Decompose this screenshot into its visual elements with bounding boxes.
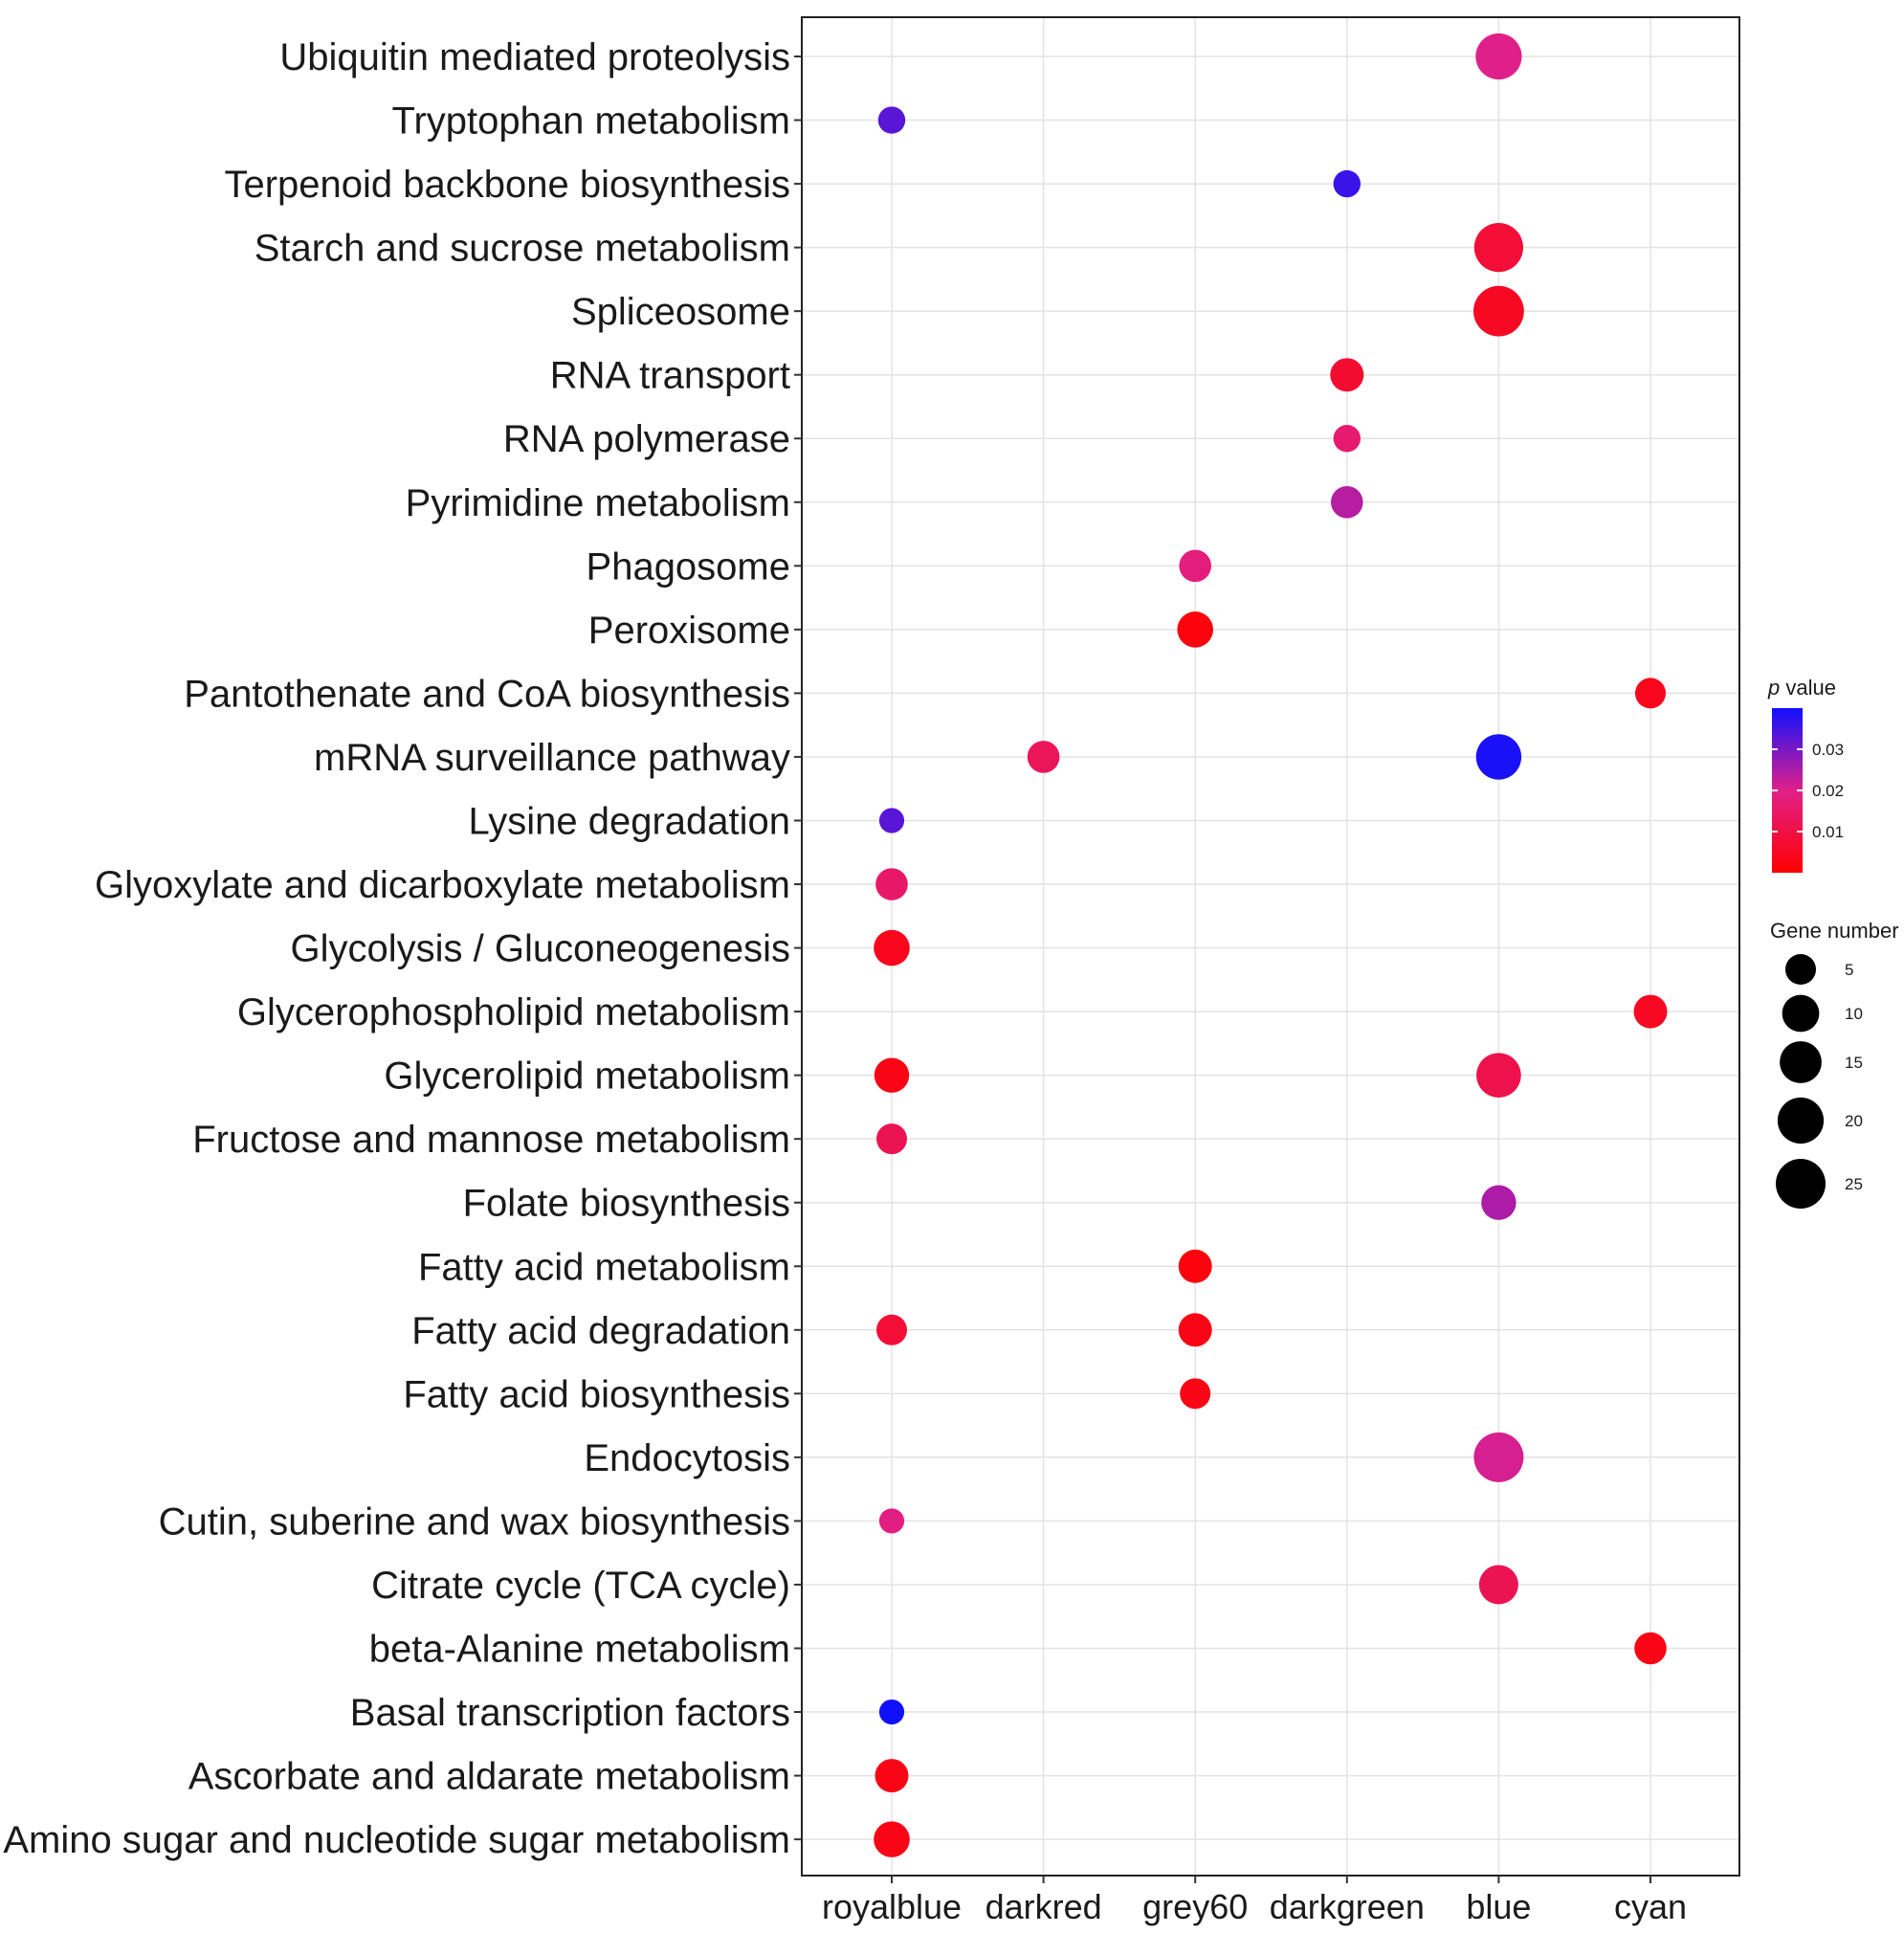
point-terpenoid-backbone-biosynthesis-darkgreen: [1333, 169, 1362, 198]
p-value-legend: p value 0.03 0.02 0.01: [1767, 676, 1844, 873]
point-mrna-surveillance-pathway-blue: [1475, 734, 1522, 780]
x-axis: royalblue darkred grey60 darkgreen blue cyan: [822, 1876, 1687, 1926]
y-tick-label: Pantothenate and CoA biosynthesis: [184, 673, 790, 715]
point-fatty-acid-biosynthesis-grey60: [1180, 1378, 1211, 1410]
x-tick-label: cyan: [1614, 1887, 1687, 1926]
y-tick-label: Fatty acid metabolism: [418, 1246, 790, 1288]
point-endocytosis-blue: [1473, 1432, 1524, 1482]
point-fatty-acid-degradation-royalblue: [876, 1314, 907, 1345]
x-tick-label: royalblue: [822, 1887, 962, 1926]
gene-number-legend: Gene number 5 10 15 20 25: [1770, 919, 1899, 1209]
y-tick-label: Glycerophospholipid metabolism: [237, 991, 790, 1033]
y-tick-label: Ubiquitin mediated proteolysis: [279, 36, 790, 78]
size-legend-key: [1782, 994, 1820, 1033]
y-tick-label: Cutin, suberine and wax biosynthesis: [159, 1500, 790, 1543]
point-glycerolipid-metabolism-blue: [1476, 1053, 1521, 1098]
y-tick-label: Peroxisome: [588, 610, 790, 652]
y-tick-label: Fatty acid degradation: [411, 1310, 790, 1352]
size-legend-key: [1785, 954, 1816, 985]
y-tick-label: Tryptophan metabolism: [392, 100, 790, 143]
y-tick-label: RNA polymerase: [503, 418, 790, 460]
point-rna-transport-darkgreen: [1330, 358, 1364, 392]
y-tick-label: Fructose and mannose metabolism: [192, 1119, 790, 1161]
x-tick-label: darkred: [985, 1887, 1102, 1926]
point-pantothenate-and-coa-biosynthesis-cyan: [1635, 678, 1666, 709]
size-legend-label: 20: [1845, 1112, 1863, 1130]
x-tick-label: blue: [1466, 1887, 1531, 1926]
y-tick-label: Fatty acid biosynthesis: [403, 1373, 790, 1415]
point-fatty-acid-degradation-grey60: [1178, 1313, 1212, 1347]
point-mrna-surveillance-pathway-darkred: [1027, 741, 1060, 773]
gene-number-legend-title: Gene number: [1770, 919, 1899, 943]
data-points: [874, 33, 1668, 1857]
size-legend-label: 25: [1845, 1175, 1863, 1193]
point-glycerolipid-metabolism-royalblue: [874, 1057, 910, 1093]
point-ascorbate-and-aldarate-metabolism-royalblue: [875, 1759, 909, 1793]
point-rna-polymerase-darkgreen: [1333, 425, 1362, 453]
y-tick-label: Pyrimidine metabolism: [406, 482, 790, 524]
p-value-legend-title-suffix: value: [1780, 676, 1836, 700]
y-tick-label: Lysine degradation: [468, 800, 790, 842]
size-legend-label: 10: [1845, 1005, 1863, 1023]
y-axis: Ubiquitin mediated proteolysis Tryptophan…: [3, 36, 802, 1861]
point-fructose-and-mannose-metabolism-royalblue: [876, 1123, 907, 1155]
gridlines: [802, 17, 1739, 1876]
p-value-legend-title: p value: [1767, 676, 1836, 700]
point-starch-and-sucrose-metabolism-blue: [1473, 223, 1523, 273]
point-basal-transcription-factors-royalblue: [878, 1699, 905, 1725]
size-legend-key: [1777, 1097, 1825, 1144]
size-legend-key: [1780, 1041, 1822, 1083]
point-amino-sugar-and-nucleotide-sugar-metabolism-royalblue: [874, 1821, 910, 1857]
point-folate-biosynthesis-blue: [1481, 1185, 1517, 1220]
point-spliceosome-blue: [1473, 285, 1524, 337]
colorbar-tick-label: 0.03: [1812, 741, 1844, 759]
point-pyrimidine-metabolism-darkgreen: [1331, 485, 1363, 519]
y-tick-label: Phagosome: [587, 545, 790, 588]
point-cutin-suberine-and-wax-biosynthesis-royalblue: [878, 1508, 905, 1534]
colorbar-tick-label: 0.02: [1812, 782, 1844, 800]
y-tick-label: beta-Alanine metabolism: [369, 1629, 790, 1671]
size-legend-label: 5: [1845, 961, 1853, 979]
y-tick-label: mRNA surveillance pathway: [314, 737, 790, 779]
y-tick-label: Citrate cycle (TCA cycle): [371, 1565, 790, 1607]
point-lysine-degradation-royalblue: [878, 808, 905, 833]
x-tick-label: grey60: [1142, 1887, 1248, 1926]
point-fatty-acid-metabolism-grey60: [1178, 1249, 1212, 1283]
point-beta-alanine-metabolism-cyan: [1634, 1632, 1667, 1665]
point-glycerophospholipid-metabolism-cyan: [1633, 994, 1668, 1029]
point-citrate-cycle-tca-cycle-blue: [1478, 1565, 1518, 1605]
y-tick-label: Glycerolipid metabolism: [384, 1055, 790, 1098]
y-tick-label: Endocytosis: [584, 1437, 790, 1479]
y-tick-label: Ascorbate and aldarate metabolism: [188, 1756, 790, 1798]
point-ubiquitin-mediated-proteolysis-blue: [1475, 33, 1522, 80]
y-tick-label: Terpenoid backbone biosynthesis: [224, 164, 790, 206]
size-legend-key: [1776, 1159, 1826, 1209]
y-tick-label: Spliceosome: [571, 291, 790, 333]
y-tick-label: Folate biosynthesis: [463, 1183, 790, 1225]
point-tryptophan-metabolism-royalblue: [877, 106, 906, 134]
point-glyoxylate-and-dicarboxylate-metabolism-royalblue: [875, 868, 908, 900]
colorbar-tick-label: 0.01: [1812, 823, 1844, 841]
y-tick-label: RNA transport: [550, 355, 790, 397]
point-peroxisome-grey60: [1177, 611, 1213, 648]
y-tick-label: Glycolysis / Gluconeogenesis: [291, 928, 790, 970]
y-tick-label: Amino sugar and nucleotide sugar metabol…: [3, 1819, 790, 1861]
y-tick-label: Basal transcription factors: [350, 1692, 790, 1734]
point-glycolysis-gluconeogenesis-royalblue: [874, 929, 910, 966]
p-value-legend-title-p: p: [1767, 676, 1780, 700]
y-tick-label: Starch and sucrose metabolism: [255, 228, 790, 270]
y-tick-label: Glyoxylate and dicarboxylate metabolism: [95, 864, 790, 906]
x-tick-label: darkgreen: [1270, 1887, 1425, 1926]
size-legend-label: 15: [1845, 1054, 1863, 1072]
point-phagosome-grey60: [1179, 549, 1211, 583]
plot-panel-border: [801, 16, 1740, 1877]
